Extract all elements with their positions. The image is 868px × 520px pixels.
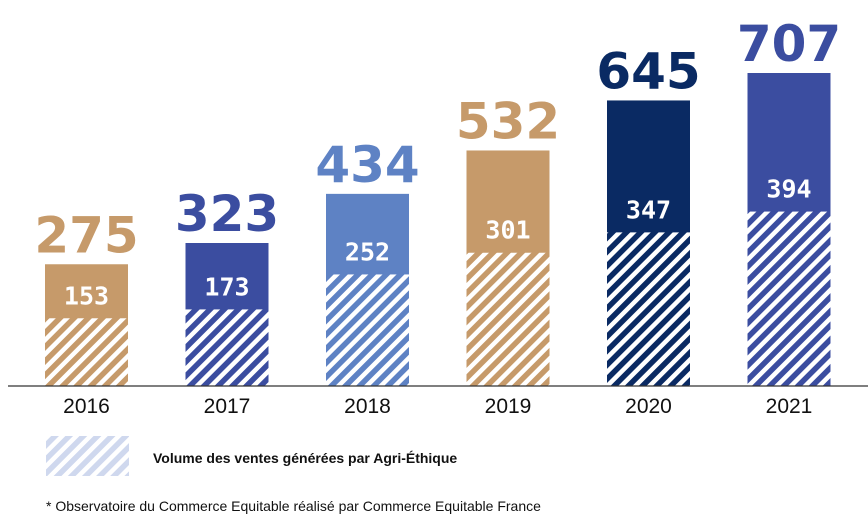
footnote: * Observatoire du Commerce Equitable réa… (46, 498, 541, 514)
segment-label-2020: 347 (626, 195, 671, 224)
year-label-2016: 2016 (63, 395, 110, 418)
year-label-2021: 2021 (766, 395, 813, 418)
bar-segment-hatch-2019 (466, 252, 550, 386)
bar-segment-hatch-2016 (45, 318, 128, 386)
total-label-2017: 323 (175, 185, 279, 243)
segment-label-2021: 394 (766, 175, 811, 204)
year-label-2017: 2017 (204, 395, 251, 418)
legend-swatch-hatch (46, 436, 129, 476)
bar-segment-hatch-2021 (747, 211, 831, 386)
total-label-2018: 434 (315, 136, 419, 194)
labels-layer: 275 153 2016 323 173 2017 434 252 2018 532 301 2019… (34, 15, 841, 418)
segment-label-2018: 252 (345, 237, 390, 266)
segment-label-2016: 153 (64, 281, 109, 310)
total-label-2021: 707 (737, 15, 841, 73)
legend: Volume des ventes générées par Agri-Éthi… (46, 436, 457, 476)
year-label-2020: 2020 (625, 395, 672, 418)
bars-layer (45, 73, 831, 387)
segment-label-2017: 173 (204, 272, 249, 301)
total-label-2016: 275 (34, 206, 138, 264)
year-label-2018: 2018 (344, 395, 391, 418)
bar-segment-hatch-2018 (326, 274, 409, 386)
bar-segment-hatch-2020 (607, 232, 690, 386)
total-label-2019: 532 (456, 92, 560, 150)
legend-label: Volume des ventes générées par Agri-Éthi… (153, 450, 457, 466)
bar-segment-hatch-2017 (185, 309, 269, 386)
total-label-2020: 645 (596, 42, 700, 100)
segment-label-2019: 301 (485, 216, 530, 245)
year-label-2019: 2019 (485, 395, 532, 418)
